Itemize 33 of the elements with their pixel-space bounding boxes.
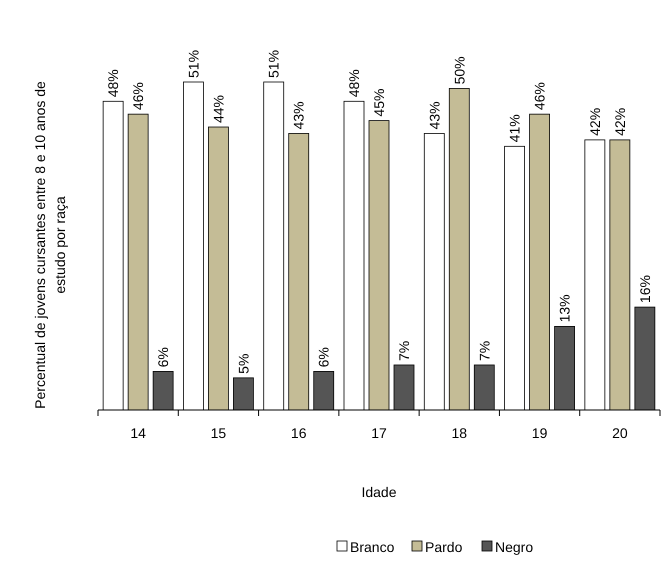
data-label: 7% bbox=[476, 340, 492, 361]
data-label: 6% bbox=[316, 347, 332, 368]
x-tick-label: 18 bbox=[451, 425, 468, 441]
data-label: 46% bbox=[130, 82, 146, 110]
data-label: 51% bbox=[266, 50, 282, 78]
x-tick-label: 15 bbox=[210, 425, 226, 441]
y-axis-title: Percentual de jovens cursantes entre 8 e 10 anos de estudo por raça bbox=[32, 80, 68, 409]
data-label: 41% bbox=[506, 114, 523, 142]
legend-label: Negro bbox=[495, 539, 534, 555]
x-tick-label: 17 bbox=[371, 425, 387, 441]
legend-label: Pardo bbox=[425, 539, 463, 555]
data-label: 51% bbox=[185, 50, 202, 78]
data-label: 43% bbox=[426, 101, 442, 130]
x-tick-label: 20 bbox=[612, 425, 628, 441]
data-label: 6% bbox=[155, 347, 172, 368]
data-label: 44% bbox=[210, 94, 226, 124]
x-tick-label: 14 bbox=[130, 425, 146, 441]
legend-label: Branco bbox=[350, 539, 395, 555]
data-label: 48% bbox=[105, 69, 122, 98]
data-label: 46% bbox=[532, 82, 548, 110]
x-axis-title: Idade bbox=[361, 484, 397, 500]
data-label: 50% bbox=[451, 56, 468, 84]
data-label: 5% bbox=[235, 354, 252, 374]
data-label: 42% bbox=[612, 108, 628, 136]
x-tick-label: 16 bbox=[290, 425, 307, 441]
data-label: 43% bbox=[290, 101, 307, 130]
data-label: 16% bbox=[636, 275, 653, 304]
data-label: 7% bbox=[396, 340, 412, 361]
data-label: 42% bbox=[586, 108, 603, 136]
data-label: 45% bbox=[371, 88, 387, 117]
x-tick-label: 19 bbox=[532, 425, 548, 441]
data-label: 48% bbox=[346, 69, 362, 98]
data-label: 13% bbox=[556, 294, 573, 322]
